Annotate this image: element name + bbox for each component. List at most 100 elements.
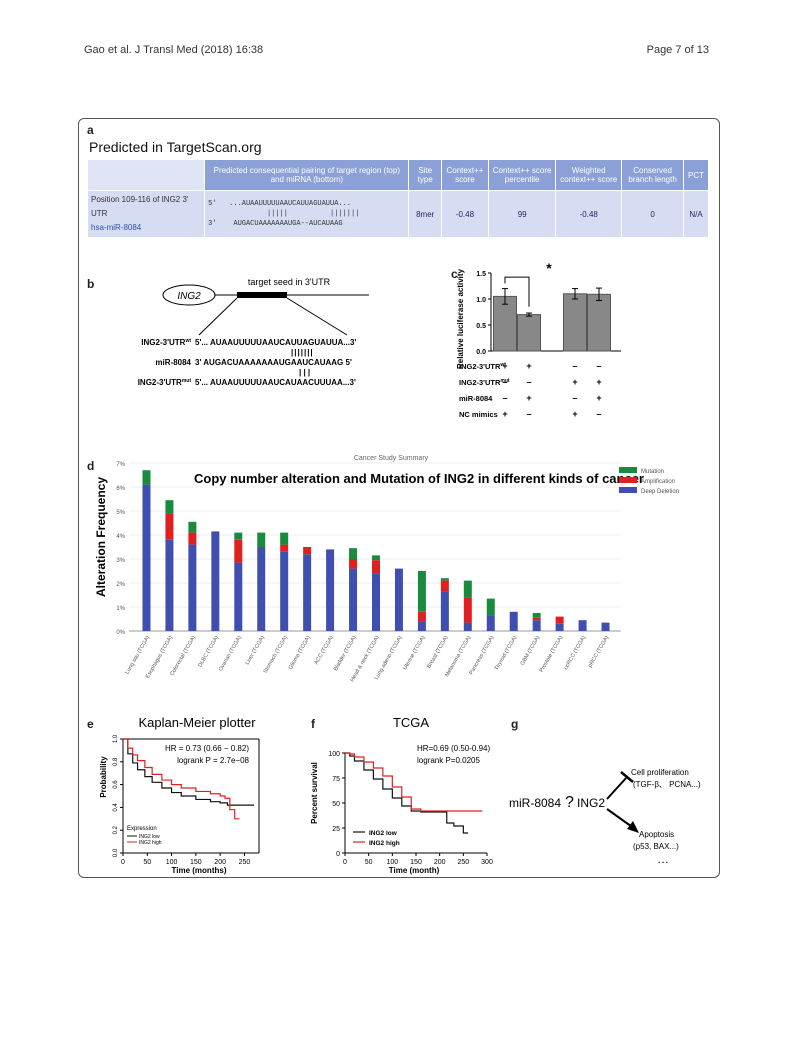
e-xtick-label: 100: [166, 859, 178, 866]
g-ellipsis: …: [657, 852, 669, 866]
table-row: Position 109-116 of ING2 3' UTR hsa-miR-…: [86, 190, 709, 238]
panel-label-d: d: [87, 459, 95, 473]
d-bar-segment: [188, 532, 197, 545]
table-cell-context-score: -0.48: [441, 190, 489, 238]
page-number: Page 7 of 13: [646, 44, 709, 56]
e-legend-label: ING2 low: [139, 834, 160, 840]
d-bar-segment: [601, 622, 610, 631]
d-ytick-label: 6%: [116, 486, 125, 492]
d-ytick-label: 1%: [116, 606, 125, 612]
d-bar-segment: [372, 560, 380, 574]
c-row-mark: –: [526, 409, 531, 419]
mirna-link[interactable]: hsa-miR-8084: [91, 223, 142, 232]
row-label-mirna: miR-8084: [155, 358, 191, 367]
panel-label-a: a: [87, 123, 94, 137]
f-km-curve: [345, 752, 469, 834]
zoom-line-right: [286, 297, 348, 336]
d-category-label: Glioma (TCGA): [288, 635, 312, 671]
f-xtick-label: 300: [481, 859, 493, 866]
d-bar-segment: [394, 568, 403, 631]
table-header-cell: Context++ score percentile: [487, 159, 557, 191]
seq-mut: 5'... AUAAUUUUUAAUCAUAACUUUAA...3': [195, 378, 356, 387]
e-ytick-label: 0.2: [113, 825, 119, 834]
d-bar-segment: [532, 613, 541, 618]
d-title: Copy number alteration and Mutation of I…: [194, 471, 644, 486]
c-ytick-label: 0.5: [476, 323, 486, 330]
c-row-mark: +: [502, 409, 507, 419]
d-category-label: ACC (TCGA): [314, 635, 335, 666]
gene-label: ING2: [177, 291, 201, 302]
g-promote-label: Apoptosis: [639, 830, 674, 839]
e-xtick-label: 250: [239, 859, 251, 866]
table-header-cell: Site type: [408, 159, 443, 191]
table-cell-site-type: 8mer: [408, 190, 443, 238]
f-legend-label: ING2 low: [369, 830, 398, 837]
e-xtick-label: 0: [121, 859, 125, 866]
targetscan-table: Predicted consequential pairing of targe…: [86, 159, 709, 238]
g-mirna: miR-8084: [509, 796, 561, 810]
panel-c-chart: Relative luciferase activity 0.0 0.5 1.0 1.…: [456, 260, 621, 419]
panel-b-diagram: ING2 target seed in 3'UTR ING2-3'UTRwt 5…: [138, 277, 369, 387]
d-bar-segment: [440, 580, 449, 592]
table-header-cell: Context++ score: [441, 159, 489, 191]
d-ytick-label: 4%: [116, 534, 125, 540]
d-category-label: Lung squ (TCGA): [124, 635, 151, 675]
d-bar-segment: [280, 544, 289, 552]
e-legend-title: Expression: [127, 826, 157, 832]
c-row-mark: +: [596, 377, 601, 387]
d-legend-swatch: [619, 467, 637, 473]
table-cell-pct: N/A: [683, 190, 709, 238]
pairing-bottom: 3' AUGACUAAAAAAAUGA--AUCAUAAG: [208, 220, 343, 228]
f-ytick-label: 0: [336, 851, 340, 858]
d-bar-segment: [349, 548, 358, 559]
c-row-label: miR-8084: [459, 394, 493, 403]
row-label-mut: ING2-3'UTRmut: [138, 378, 192, 387]
d-legend-swatch: [619, 477, 637, 483]
c-ytick-label: 0.0: [476, 349, 486, 356]
f-xtick-label: 50: [365, 859, 373, 866]
f-ytick-label: 75: [332, 776, 340, 783]
panel-label-b: b: [87, 277, 95, 291]
seq-wt: 5'... AUAAUUUUUAAUCAUUAGUAUUA...3': [195, 338, 356, 347]
table-cell-percentile: 99: [487, 190, 557, 238]
d-legend-label: Deep Deletion: [641, 489, 679, 495]
d-bar-segment: [417, 571, 426, 612]
e-ylabel: Probability: [99, 756, 108, 798]
e-ytick-label: 1.0: [113, 734, 119, 743]
table-cell-position: Position 109-116 of ING2 3' UTR hsa-miR-…: [86, 190, 206, 238]
e-xtick-label: 50: [143, 859, 151, 866]
f-title: TCGA: [393, 715, 429, 730]
panel-d-chart: Cancer Study Summary Alteration Frequenc…: [94, 455, 679, 683]
f-xtick-label: 0: [343, 859, 347, 866]
f-xlabel: Time (month): [389, 866, 440, 875]
e-ytick-label: 0.6: [113, 780, 119, 789]
c-ytick-label: 1.0: [476, 297, 486, 304]
pairing-bars-top: |||||||: [291, 348, 314, 357]
d-bar-segment: [326, 549, 335, 631]
g-question: ?: [565, 794, 574, 811]
d-category-label: Breast (TCGA): [426, 635, 449, 670]
d-bar-segment: [280, 532, 289, 545]
c-row-mark: +: [596, 393, 601, 403]
d-bar-segment: [211, 531, 220, 631]
d-bar-segment: [234, 539, 243, 563]
c-row-mark: –: [596, 361, 601, 371]
seq-mirna: 3' AUGACUAAAAAAAUGAAUCAUAAG 5': [195, 358, 352, 367]
d-bar-segment: [372, 555, 380, 561]
d-category-label: DLBC (TCGA): [197, 635, 220, 669]
c-row-mark: –: [572, 361, 577, 371]
d-bar-segment: [280, 551, 289, 631]
d-bar-segment: [555, 623, 564, 631]
inhibit-bar: [620, 771, 634, 783]
panel-e-chart: Kaplan-Meier plotter Probability Time (m…: [99, 715, 260, 875]
e-km-curve: [123, 738, 240, 820]
d-bar-segment: [142, 484, 151, 631]
panel-label-e: e: [87, 717, 94, 731]
e-ytick-label: 0.0: [113, 848, 119, 857]
promote-arrowhead: [627, 821, 639, 833]
seed-label: target seed in 3'UTR: [248, 277, 331, 287]
d-bar-segment: [578, 620, 587, 631]
zoom-line-left: [198, 297, 238, 336]
position-text: Position 109-116 of ING2 3' UTR: [91, 195, 189, 218]
f-legend-label: ING2 high: [369, 840, 400, 847]
